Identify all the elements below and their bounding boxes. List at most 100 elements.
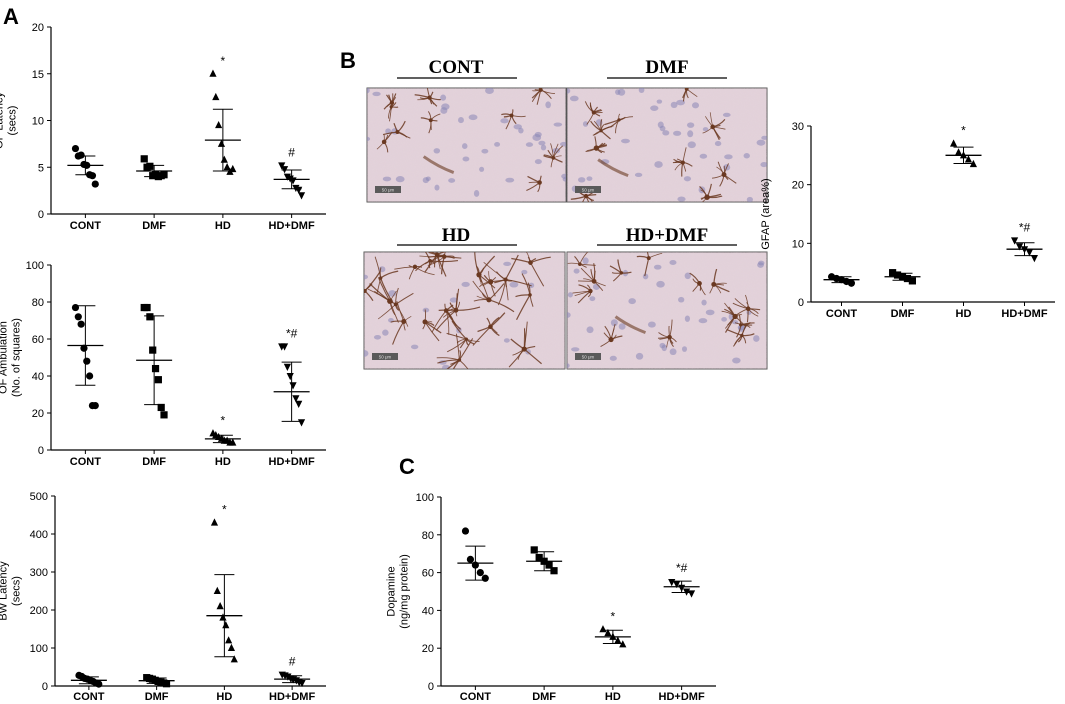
y-tick-label: 60 <box>422 568 434 580</box>
y-tick-label: 100 <box>30 643 48 655</box>
micrograph-label-hd-dmf: HD+DMF <box>597 225 737 246</box>
y-tick-label: 10 <box>792 238 804 250</box>
data-point <box>599 625 607 633</box>
x-tick-label-hd-dmf: HD+DMF <box>269 691 315 703</box>
y-tick-label: 80 <box>32 297 44 309</box>
micrograph-hd: 50 μm <box>363 251 566 370</box>
x-tick-label-cont: CONT <box>70 456 101 468</box>
data-point <box>149 346 157 354</box>
data-point <box>476 569 484 577</box>
chart-bw_latency: 0 100 200 300 400 500 CONT DMF HD HD+DMF BW Latenc… <box>0 491 326 703</box>
micrograph-images: 50 μm 50 μm 50 μm 50 μm <box>363 87 768 370</box>
y-axis-label: Dopamine <box>386 566 398 616</box>
data-point <box>280 343 289 351</box>
data-point <box>209 69 217 77</box>
significance-marker: * <box>221 413 226 427</box>
data-point <box>283 363 291 371</box>
y-tick-label: 20 <box>32 22 44 34</box>
series-hd-dmf: # <box>274 655 311 688</box>
data-point <box>219 613 227 621</box>
data-point <box>215 120 223 129</box>
micrograph-hd-dmf: 50 μm <box>566 251 768 370</box>
x-tick-label-dmf: DMF <box>142 220 166 232</box>
y-axis-label: GFAP (area%) <box>760 178 772 249</box>
y-tick-label: 300 <box>30 567 48 579</box>
y-tick-label: 0 <box>38 209 44 221</box>
x-tick-label-hd-dmf: HD+DMF <box>659 691 705 703</box>
y-tick-label: 10 <box>32 116 44 128</box>
data-point <box>71 303 80 312</box>
scale-bar <box>372 353 398 360</box>
data-point <box>146 162 154 170</box>
significance-marker: * <box>961 124 966 138</box>
scale-bar <box>375 186 401 193</box>
micrograph-label-cont: CONT <box>397 57 517 79</box>
y-axis-label: BW Latency <box>0 561 10 621</box>
data-point <box>530 546 538 554</box>
significance-marker: *# <box>676 561 688 575</box>
scale-bar-label: 50 μm <box>382 188 395 193</box>
chart-of_latency: 0 5 10 15 20 CONT DMF HD HD+DMF OF Latency (secs) *… <box>0 22 326 232</box>
y-tick-label: 80 <box>422 530 434 542</box>
x-tick-label-dmf: DMF <box>145 691 169 703</box>
x-tick-label-cont: CONT <box>70 220 101 232</box>
x-tick-label-hd-dmf: HD+DMF <box>1001 308 1047 320</box>
data-point <box>210 518 219 526</box>
y-tick-label: 0 <box>428 681 434 693</box>
y-tick-label: 40 <box>422 605 434 617</box>
data-point <box>212 92 220 101</box>
data-point <box>614 636 622 644</box>
series-cont <box>67 303 104 410</box>
x-tick-label-hd: HD <box>215 220 231 232</box>
y-axis-label: OF Latency <box>0 92 6 149</box>
data-point <box>297 419 306 427</box>
micrograph-label-cont-text: CONT <box>429 57 484 78</box>
scale-bar-label: 50 μm <box>582 355 595 360</box>
significance-marker: * <box>221 54 226 68</box>
data-point <box>481 574 489 582</box>
series-dmf <box>526 546 563 575</box>
data-point <box>151 365 160 373</box>
y-tick-label: 15 <box>32 69 44 81</box>
chart-of_ambulation: 0 20 40 60 80 100 CONT DMF HD HD+DMF OF Ambulation… <box>0 260 326 468</box>
y-tick-label: 30 <box>792 121 804 133</box>
data-point <box>461 527 470 535</box>
data-point <box>229 164 237 173</box>
data-point <box>222 621 230 629</box>
micrograph-label-dmf-text: DMF <box>645 57 688 78</box>
significance-marker: # <box>289 655 296 669</box>
micrograph-cont: 50 μm <box>366 87 567 203</box>
data-point <box>545 561 553 569</box>
chart-gfap: 0 10 20 30 CONT DMF HD HD+DMF GFAP (area%) * *# <box>760 121 1055 320</box>
series-hd: * <box>204 413 241 446</box>
data-point <box>157 403 165 412</box>
micrograph-label-hd-text: HD <box>442 225 471 246</box>
data-point <box>91 180 99 188</box>
data-point <box>227 643 236 651</box>
panel-letter-c: C <box>399 454 415 479</box>
x-tick-label-hd-dmf: HD+DMF <box>269 220 315 232</box>
data-point <box>154 376 162 384</box>
data-point <box>77 151 85 159</box>
panel-letter-a: A <box>3 4 19 29</box>
data-point <box>278 162 286 170</box>
series-hd: * <box>594 609 631 648</box>
series-dmf <box>884 269 921 285</box>
series-dmf <box>136 303 173 419</box>
x-tick-label-hd: HD <box>215 456 231 468</box>
data-point <box>216 602 224 610</box>
data-point <box>893 271 902 279</box>
data-point <box>673 580 681 589</box>
micrograph-label-dmf: DMF <box>607 57 727 79</box>
data-point <box>220 155 228 163</box>
y-tick-label: 5 <box>38 162 44 174</box>
y-tick-label: 500 <box>30 491 48 503</box>
y-tick-label: 200 <box>30 605 48 617</box>
y-tick-label: 100 <box>26 260 44 272</box>
data-point <box>283 173 291 181</box>
x-tick-label-dmf: DMF <box>532 691 556 703</box>
data-point <box>160 171 168 179</box>
data-point <box>903 274 912 283</box>
scale-bar-label: 50 μm <box>379 355 392 360</box>
